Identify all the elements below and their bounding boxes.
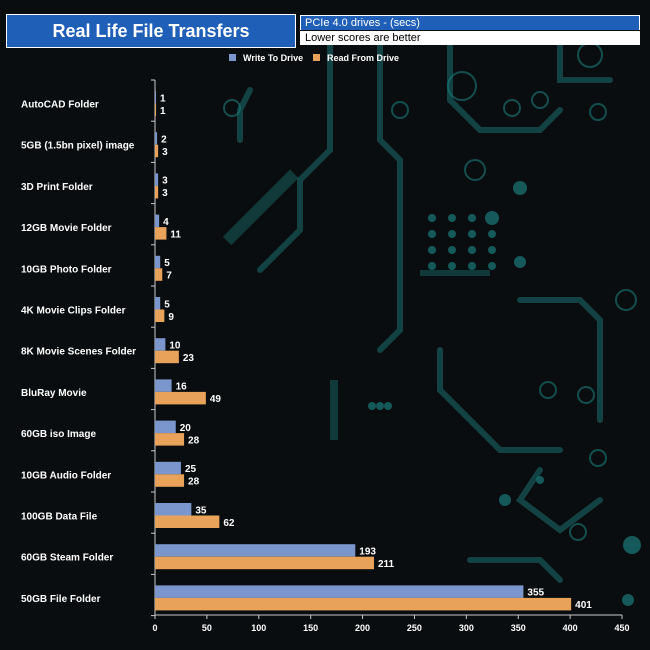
read-bar [155, 144, 159, 158]
data-label: 10 [169, 340, 181, 351]
legend-label: Read From Drive [327, 53, 399, 63]
x-tick-label: 250 [407, 623, 422, 633]
category-label: 5GB (1.5bn pixel) image [21, 141, 135, 152]
x-tick-label: 450 [614, 623, 629, 633]
data-label: 9 [168, 312, 174, 323]
category-label: 60GB Steam Folder [21, 553, 113, 564]
write-bar [155, 503, 192, 516]
x-tick-label: 50 [202, 623, 212, 633]
read-bar [155, 433, 185, 446]
category-label: 12GB Movie Folder [21, 223, 112, 234]
data-label: 28 [188, 435, 200, 446]
category-label: 60GB iso Image [21, 429, 96, 440]
data-label: 1 [160, 93, 166, 104]
read-bar [155, 185, 159, 199]
data-label: 5 [164, 299, 170, 310]
data-label: 16 [176, 382, 188, 393]
category-label: 10GB Photo Folder [21, 264, 112, 275]
data-label: 49 [210, 394, 222, 405]
data-label: 25 [185, 464, 197, 475]
data-label: 28 [188, 477, 200, 488]
data-label: 35 [195, 505, 207, 516]
data-label: 355 [527, 588, 544, 599]
data-label: 3 [162, 188, 168, 199]
category-label: BluRay Movie [21, 388, 87, 399]
chart-title: Real Life File Transfers [6, 14, 296, 48]
read-bar [155, 350, 179, 364]
data-label: 7 [166, 271, 172, 282]
write-bar [155, 214, 160, 228]
data-label: 3 [162, 176, 168, 187]
write-bar [155, 420, 176, 434]
x-tick-label: 300 [459, 623, 474, 633]
x-tick-label: 0 [152, 623, 157, 633]
write-bar [155, 379, 172, 392]
data-label: 211 [378, 559, 395, 570]
category-label: 10GB Audio Folder [21, 470, 111, 481]
write-bar [155, 297, 161, 310]
data-label: 193 [359, 546, 376, 557]
write-bar [155, 338, 166, 351]
write-bar [155, 132, 158, 145]
read-bar [155, 515, 220, 528]
x-tick-label: 100 [251, 623, 266, 633]
write-bar [155, 461, 181, 475]
write-bar [155, 544, 356, 557]
category-label: 50GB File Folder [21, 594, 101, 605]
x-tick-label: 350 [511, 623, 526, 633]
write-bar [155, 585, 524, 598]
read-bar [155, 556, 374, 570]
read-bar [155, 597, 572, 611]
legend-label: Write To Drive [243, 53, 303, 63]
data-label: 4 [163, 217, 169, 228]
category-label: 4K Movie Clips Folder [21, 306, 126, 317]
chart-note: Lower scores are better [300, 31, 640, 45]
data-label: 1 [160, 106, 166, 117]
data-label: 401 [575, 600, 592, 611]
x-tick-label: 400 [563, 623, 578, 633]
write-bar [155, 173, 159, 186]
data-label: 11 [170, 229, 181, 240]
x-tick-label: 200 [355, 623, 370, 633]
category-label: 3D Print Folder [21, 182, 93, 193]
data-label: 20 [180, 423, 192, 434]
write-bar [155, 91, 157, 104]
category-label: AutoCAD Folder [21, 100, 99, 111]
legend-swatch [313, 54, 320, 61]
legend-swatch [229, 54, 236, 61]
x-tick-label: 150 [303, 623, 318, 633]
data-label: 2 [161, 134, 167, 145]
read-bar [155, 227, 167, 240]
data-label: 62 [223, 518, 235, 529]
write-bar [155, 255, 161, 269]
category-label: 100GB Data File [21, 512, 98, 523]
read-bar [155, 391, 206, 405]
read-bar [155, 309, 165, 322]
chart-subtitle: PCIe 4.0 drives - (secs) [300, 15, 640, 30]
data-label: 5 [164, 258, 170, 269]
data-label: 23 [183, 353, 195, 364]
read-bar [155, 268, 163, 281]
read-bar [155, 103, 157, 116]
data-label: 3 [162, 147, 168, 158]
read-bar [155, 474, 185, 487]
category-label: 8K Movie Scenes Folder [21, 347, 136, 358]
